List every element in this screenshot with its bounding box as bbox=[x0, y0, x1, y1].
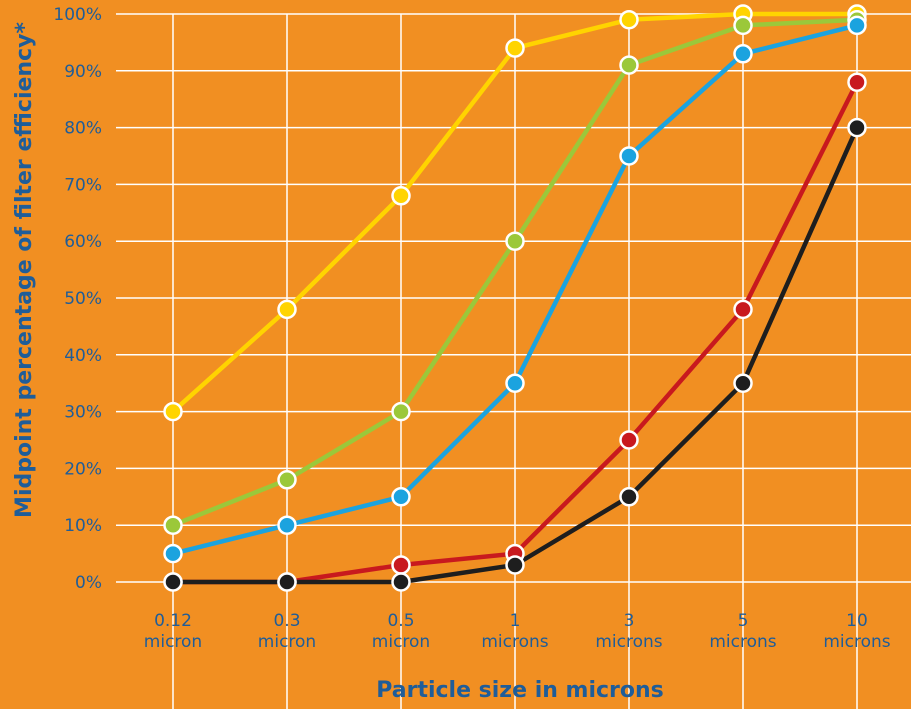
x-tick-label: 5 bbox=[738, 611, 749, 631]
data-point-series-2 bbox=[733, 15, 753, 36]
y-tick-label: 20% bbox=[64, 459, 102, 479]
y-tick-label: 0% bbox=[75, 573, 102, 593]
x-tick-label-unit: micron bbox=[258, 632, 316, 652]
data-point-series-1 bbox=[277, 299, 297, 320]
y-axis-label: Midpoint percentage of filter efficiency… bbox=[12, 22, 37, 518]
data-point-series-4 bbox=[847, 72, 867, 92]
y-tick-label: 70% bbox=[64, 175, 102, 195]
x-axis-ticks: 0.12micron0.3micron0.5micron1microns3mic… bbox=[144, 611, 891, 652]
x-tick-label-unit: microns bbox=[481, 632, 548, 652]
data-point-series-5 bbox=[505, 555, 525, 575]
data-point-series-5 bbox=[391, 572, 411, 592]
x-tick-label: 0.5 bbox=[387, 611, 414, 631]
y-tick-label: 30% bbox=[64, 403, 102, 423]
data-point-series-2 bbox=[163, 515, 183, 535]
data-point-series-4 bbox=[391, 555, 411, 575]
y-tick-label: 100% bbox=[53, 5, 102, 25]
data-point-series-3 bbox=[277, 515, 297, 535]
data-point-series-3 bbox=[163, 543, 183, 564]
data-point-series-5 bbox=[163, 572, 183, 592]
data-point-series-2 bbox=[619, 55, 639, 75]
x-tick-label-unit: microns bbox=[823, 632, 890, 652]
y-tick-label: 10% bbox=[64, 516, 102, 536]
x-tick-label: 1 bbox=[510, 611, 521, 631]
y-tick-label: 80% bbox=[64, 119, 102, 139]
x-axis-label: Particle size in microns bbox=[376, 678, 664, 703]
x-tick-label-unit: microns bbox=[709, 632, 776, 652]
data-point-series-4 bbox=[733, 299, 753, 320]
x-tick-label: 10 bbox=[846, 611, 868, 631]
data-point-series-4 bbox=[619, 430, 639, 450]
data-point-series-2 bbox=[505, 231, 525, 251]
x-tick-label-unit: microns bbox=[595, 632, 662, 652]
data-point-series-3 bbox=[505, 373, 525, 393]
data-point-series-3 bbox=[733, 44, 753, 64]
x-tick-label: 3 bbox=[624, 611, 635, 631]
x-tick-label: 0.3 bbox=[273, 611, 300, 631]
y-tick-label: 90% bbox=[64, 62, 102, 82]
data-point-series-3 bbox=[619, 146, 639, 166]
chart-grid bbox=[116, 13, 911, 709]
data-point-series-1 bbox=[505, 38, 525, 58]
data-point-series-5 bbox=[733, 373, 753, 393]
data-point-series-3 bbox=[391, 487, 411, 507]
y-axis-ticks: 0% 10% 20% 30% 40% 50% 60% 70% 80% 90% 100% bbox=[53, 5, 102, 593]
data-point-series-1 bbox=[163, 401, 183, 422]
x-tick-label: 0.12 bbox=[154, 611, 192, 631]
x-tick-label-unit: micron bbox=[372, 632, 430, 652]
data-point-series-1 bbox=[391, 186, 411, 206]
data-point-series-1 bbox=[619, 9, 639, 30]
data-point-series-3 bbox=[847, 15, 867, 36]
data-point-series-5 bbox=[277, 572, 297, 592]
y-tick-label: 40% bbox=[64, 346, 102, 366]
data-point-series-2 bbox=[277, 470, 297, 490]
data-point-series-5 bbox=[847, 117, 867, 138]
data-point-series-5 bbox=[619, 487, 639, 507]
data-point-series-2 bbox=[391, 401, 411, 422]
y-tick-label: 60% bbox=[64, 232, 102, 252]
y-tick-label: 50% bbox=[64, 289, 102, 309]
chart-series bbox=[163, 4, 867, 592]
x-tick-label-unit: micron bbox=[144, 632, 202, 652]
